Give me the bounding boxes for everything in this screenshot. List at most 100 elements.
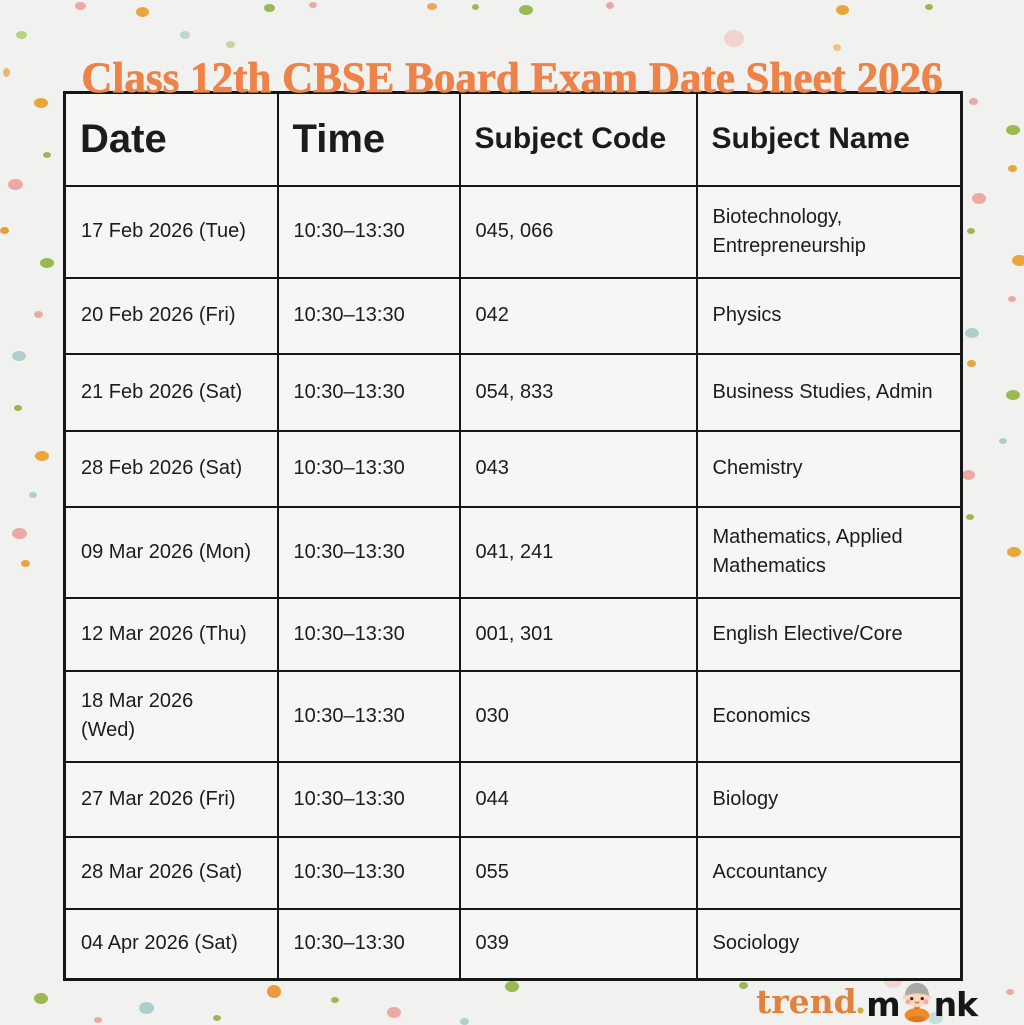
decor-dot <box>34 993 48 1004</box>
cell-date: 20 Feb 2026 (Fri) <box>63 276 279 355</box>
cell-subject: Mathematics, Applied Mathematics <box>695 505 963 599</box>
decor-dot <box>519 5 533 15</box>
cell-code: 041, 241 <box>458 505 698 599</box>
decor-dot <box>267 985 281 998</box>
table-row: 12 Mar 2026 (Thu) 10:30–13:30 001, 301 Engl… <box>63 596 963 672</box>
decor-dot <box>999 438 1007 444</box>
cell-subject: Accountancy <box>695 835 963 910</box>
decor-dot <box>472 4 479 10</box>
cell-code: 001, 301 <box>458 596 698 672</box>
exam-date-table: Date Time Subject Code Subject Name 17 Feb … <box>63 91 963 981</box>
decor-dot <box>505 981 519 992</box>
cell-code: 045, 066 <box>458 184 698 279</box>
trendmonk-logo: trend. m nk <box>756 974 978 1024</box>
cell-time: 10:30–13:30 <box>276 505 461 599</box>
decor-dot <box>969 98 978 105</box>
decor-dot <box>8 179 23 190</box>
decor-dot <box>226 41 235 48</box>
decor-dot <box>75 2 86 10</box>
table-row: 28 Feb 2026 (Sat) 10:30–13:30 043 Chemistry <box>63 429 963 508</box>
cell-time: 10:30–13:30 <box>276 760 461 838</box>
decor-dot <box>1006 390 1020 400</box>
table-row: 20 Feb 2026 (Fri) 10:30–13:30 042 Physics <box>63 276 963 355</box>
table-row: 17 Feb 2026 (Tue) 10:30–13:30 045, 066 Biot… <box>63 184 963 279</box>
cell-time: 10:30–13:30 <box>276 596 461 672</box>
decor-dot <box>967 228 975 234</box>
column-header-subject-name: Subject Name <box>695 91 963 187</box>
logo-dot: . <box>854 982 867 1021</box>
decor-dot <box>29 492 37 498</box>
decor-dot <box>34 311 43 318</box>
decor-dot <box>16 31 27 39</box>
cell-time: 10:30–13:30 <box>276 429 461 508</box>
cell-time: 10:30–13:30 <box>276 184 461 279</box>
decor-dot <box>925 4 933 10</box>
cell-date: 28 Mar 2026 (Sat) <box>63 835 279 910</box>
cell-subject: English Elective/Core <box>695 596 963 672</box>
cell-subject: Business Studies, Admin <box>695 352 963 432</box>
decor-dot <box>1006 125 1020 135</box>
decor-dot <box>962 470 975 480</box>
decor-dot <box>0 227 9 234</box>
decor-dot <box>136 7 149 17</box>
decor-dot <box>833 44 841 51</box>
cell-date: 27 Mar 2026 (Fri) <box>63 760 279 838</box>
cell-date: 09 Mar 2026 (Mon) <box>63 505 279 599</box>
table-row: 04 Apr 2026 (Sat) 10:30–13:30 039 Sociology <box>63 907 963 981</box>
decor-dot <box>180 31 190 39</box>
decor-dot <box>12 528 27 539</box>
decor-dot <box>460 1018 469 1025</box>
decor-dot <box>966 514 974 520</box>
decor-dot <box>739 982 748 989</box>
decor-dot <box>331 997 339 1003</box>
decor-dot <box>1008 165 1017 172</box>
table-body: 17 Feb 2026 (Tue) 10:30–13:30 045, 066 Biot… <box>63 184 963 981</box>
page-title: Class 12th CBSE Board Exam Date Sheet 20… <box>81 54 943 102</box>
cell-code: 054, 833 <box>458 352 698 432</box>
cell-time: 10:30–13:30 <box>276 669 461 763</box>
cell-code: 055 <box>458 835 698 910</box>
decor-dot <box>139 1002 154 1014</box>
decor-dot <box>94 1017 102 1023</box>
logo-m-text: m <box>866 984 900 1024</box>
cell-date: 12 Mar 2026 (Thu) <box>63 596 279 672</box>
column-header-time: Time <box>276 91 461 187</box>
cell-date: 28 Feb 2026 (Sat) <box>63 429 279 508</box>
table-row: 27 Mar 2026 (Fri) 10:30–13:30 044 Biology <box>63 760 963 838</box>
table-row: 28 Mar 2026 (Sat) 10:30–13:30 055 Accountan… <box>63 835 963 910</box>
decor-dot <box>309 2 317 8</box>
column-header-date: Date <box>63 91 279 187</box>
decor-dot <box>43 152 51 158</box>
table-row: 18 Mar 2026 (Wed) 10:30–13:30 030 Economics <box>63 669 963 763</box>
decor-dot <box>967 360 976 367</box>
cell-code: 044 <box>458 760 698 838</box>
column-header-subject-code: Subject Code <box>458 91 698 187</box>
cell-date: 18 Mar 2026 (Wed) <box>63 669 279 763</box>
decor-dot <box>213 1015 221 1021</box>
cell-subject: Sociology <box>695 907 963 981</box>
cell-subject: Economics <box>695 669 963 763</box>
decor-dot <box>972 193 986 204</box>
cell-date: 17 Feb 2026 (Tue) <box>63 184 279 279</box>
decor-dot <box>40 258 54 268</box>
cell-subject: Biology <box>695 760 963 838</box>
decor-dot <box>21 560 30 567</box>
decor-dot <box>928 1012 943 1024</box>
cell-subject: Biotechnology, Entrepreneurship <box>695 184 963 279</box>
decor-dot <box>12 351 26 361</box>
decor-dot <box>387 1007 401 1018</box>
cell-code: 039 <box>458 907 698 981</box>
decor-dot <box>34 98 48 108</box>
logo-trend-text: trend <box>756 982 857 1021</box>
cell-time: 10:30–13:30 <box>276 352 461 432</box>
cell-code: 042 <box>458 276 698 355</box>
cell-time: 10:30–13:30 <box>276 276 461 355</box>
decor-dot <box>965 328 979 338</box>
decor-dot <box>1006 989 1014 995</box>
logo-nk-text: nk <box>933 984 978 1024</box>
cell-code: 043 <box>458 429 698 508</box>
decor-dot <box>427 3 437 10</box>
cell-date: 04 Apr 2026 (Sat) <box>63 907 279 981</box>
decor-dot <box>35 451 49 461</box>
table-row: 09 Mar 2026 (Mon) 10:30–13:30 041, 241 Math… <box>63 505 963 599</box>
